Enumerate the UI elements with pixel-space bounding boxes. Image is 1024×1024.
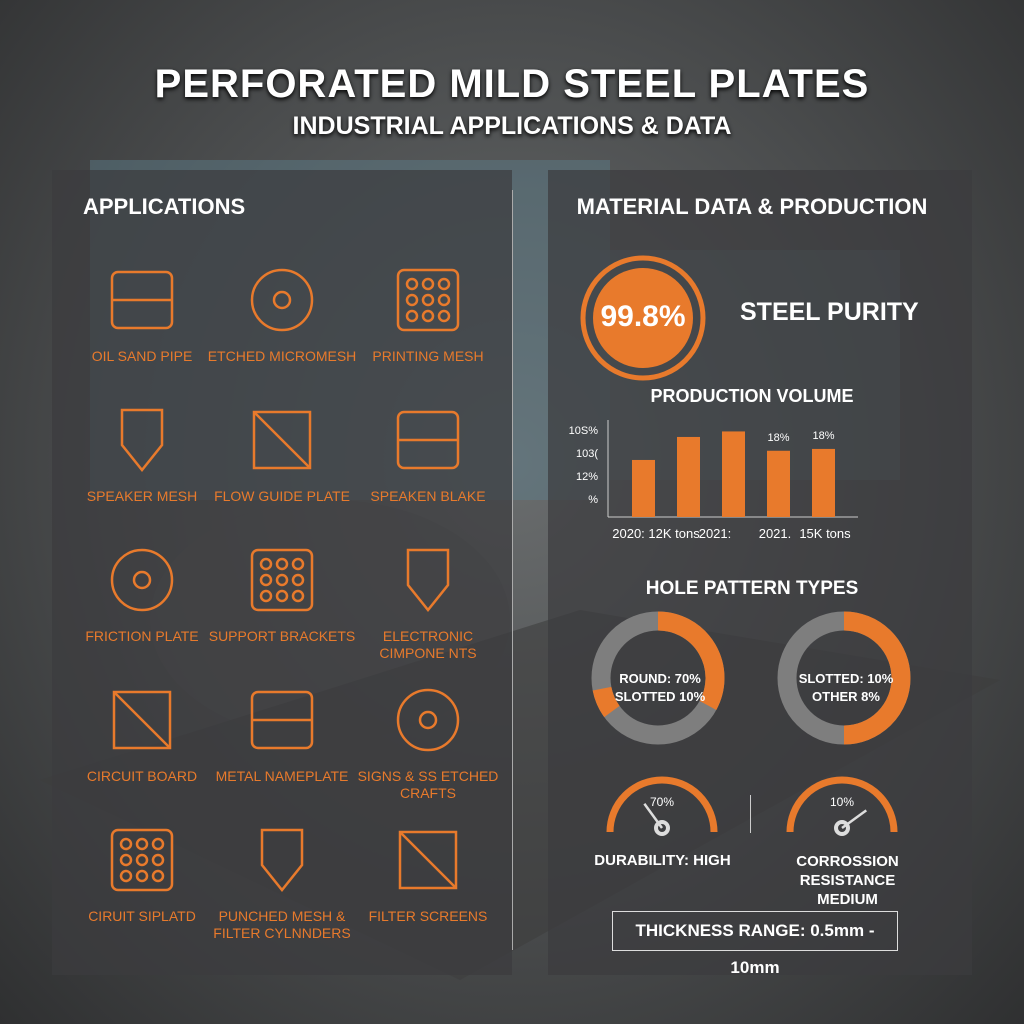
application-label: SPEAKEN BLAKE xyxy=(370,488,486,504)
thickness-range-box: THICKNESS RANGE: 0.5mm - 10mm xyxy=(612,911,898,977)
divider xyxy=(512,190,513,950)
material-heading: MATERIAL DATA & PRODUCTION xyxy=(576,194,928,219)
applications-heading: APPLICATIONS xyxy=(83,194,246,219)
bracket-icon xyxy=(250,548,314,612)
application-item: PUNCHED MESH & FILTER CYLNNDERS xyxy=(207,820,357,942)
application-item: CIRUIT SIPLATD xyxy=(67,820,217,925)
application-label: ELECTRONIC CIMPONE NTS xyxy=(379,628,477,661)
funnel-icon xyxy=(398,830,458,890)
printing-mesh-icon xyxy=(396,268,460,332)
application-item: ETCHED MICROMESH xyxy=(207,260,357,365)
page-title: PERFORATED MILD STEEL PLATES xyxy=(154,62,870,106)
gauge-divider xyxy=(750,795,751,833)
gauge-arc xyxy=(606,776,718,833)
bar xyxy=(812,448,835,517)
bar xyxy=(632,459,655,517)
donut-2-line1: SLOTTED: 10% xyxy=(798,671,894,686)
application-item: SIGNS & SS ETCHED CRAFTS xyxy=(353,680,503,802)
bar xyxy=(767,450,790,517)
donut-1-line1: ROUND: 70% xyxy=(619,671,701,686)
application-item: METAL NAMEPLATE xyxy=(207,680,357,785)
donut-1-line2: SLOTTED 10% xyxy=(614,689,706,704)
gauge-1-caption: DURABILITY: HIGH xyxy=(594,852,731,869)
application-label: SUPPORT BRACKETS xyxy=(208,628,356,644)
hole-pattern-heading: HOLE PATTERN TYPES xyxy=(645,578,859,599)
purity-value: 99.8% xyxy=(600,300,686,333)
bar xyxy=(677,436,700,517)
application-item: CIRCUIT BOARD xyxy=(67,680,217,785)
application-label: ETCHED MICROMESH xyxy=(207,348,357,364)
x-tick-label: 2020: 12K tons xyxy=(612,526,700,541)
x-tick-label: 15K tons xyxy=(799,526,851,541)
donut-segment xyxy=(592,686,620,718)
gauge-arc xyxy=(786,776,898,833)
mesh-grid-icon xyxy=(250,268,314,332)
circuit-gear-icon xyxy=(112,690,172,750)
gauge-1-value: 70% xyxy=(649,795,675,809)
y-tick-label: 103( xyxy=(576,448,598,460)
y-tick-label: 12% xyxy=(576,471,598,483)
application-label: FILTER SCREENS xyxy=(368,908,488,924)
gauge-2-value: 10% xyxy=(829,795,855,809)
friction-plate-icon xyxy=(110,548,174,612)
speaker-mesh-icon xyxy=(120,408,164,473)
purity-label: STEEL PURITY xyxy=(740,298,919,326)
donut-segment xyxy=(657,611,725,711)
speaker-grille-icon xyxy=(396,410,460,470)
application-item: SPEAKER MESH xyxy=(67,400,217,505)
flow-plate-icon xyxy=(252,410,312,470)
x-tick-label: 2021: xyxy=(699,526,732,541)
gauge-2-caption-line1: CORROSSION RESISTANCE xyxy=(796,853,899,889)
application-label: METAL NAMEPLATE xyxy=(215,768,349,784)
application-label: CIRCUIT BOARD xyxy=(86,768,198,784)
gauge-2-caption: CORROSSION RESISTANCE MEDIUM xyxy=(755,852,940,909)
application-item: PRINTING MESH xyxy=(353,260,503,365)
application-label: SPEAKER MESH xyxy=(86,488,198,504)
gauge-hub xyxy=(834,820,850,836)
donut-1-label: ROUND: 70% SLOTTED 10% xyxy=(595,670,725,706)
donut-2-line2: OTHER 8% xyxy=(812,689,880,704)
x-tick-label: 2021. xyxy=(759,526,792,541)
tools-shield-icon xyxy=(396,688,460,752)
bar xyxy=(722,431,745,517)
chart-title: PRODUCTION VOLUME xyxy=(650,386,854,406)
y-tick-label: 10S% xyxy=(569,425,599,437)
application-label: FLOW GUIDE PLATE xyxy=(214,488,350,504)
application-label: FRICTION PLATE xyxy=(85,628,199,644)
gauge-2-caption-line2: MEDIUM xyxy=(817,891,878,908)
pipe-icon xyxy=(110,270,174,330)
application-item: OIL SAND PIPE xyxy=(67,260,217,365)
application-item: FRICTION PLATE xyxy=(67,540,217,645)
purity-badge xyxy=(580,255,706,381)
data-label: 18% xyxy=(812,430,834,442)
gauges xyxy=(606,776,898,836)
application-item: SUPPORT BRACKETS xyxy=(207,540,357,645)
y-tick-label: % xyxy=(588,494,598,506)
application-item: FILTER SCREENS xyxy=(353,820,503,925)
punched-mesh-icon xyxy=(260,828,304,893)
application-item: ELECTRONIC CIMPONE NTS xyxy=(353,540,503,662)
data-label: 18% xyxy=(767,432,789,444)
application-label: SIGNS & SS ETCHED CRAFTS xyxy=(357,768,499,801)
chip-icon xyxy=(406,548,450,613)
shield-icon xyxy=(110,828,174,892)
application-label: OIL SAND PIPE xyxy=(91,348,193,364)
application-item: SPEAKEN BLAKE xyxy=(353,400,503,505)
application-label: CIRUIT SIPLATD xyxy=(88,908,196,924)
application-label: PUNCHED MESH & FILTER CYLNNDERS xyxy=(213,908,351,941)
page-subtitle: INDUSTRIAL APPLICATIONS & DATA xyxy=(292,112,732,140)
gauge-hub xyxy=(654,820,670,836)
donut-2-label: SLOTTED: 10% OTHER 8% xyxy=(781,670,911,706)
application-label: PRINTING MESH xyxy=(372,348,484,364)
application-item: FLOW GUIDE PLATE xyxy=(207,400,357,505)
hole-pattern-donuts xyxy=(591,611,911,745)
donut-segment xyxy=(843,611,911,745)
nameplate-icon xyxy=(250,690,314,750)
